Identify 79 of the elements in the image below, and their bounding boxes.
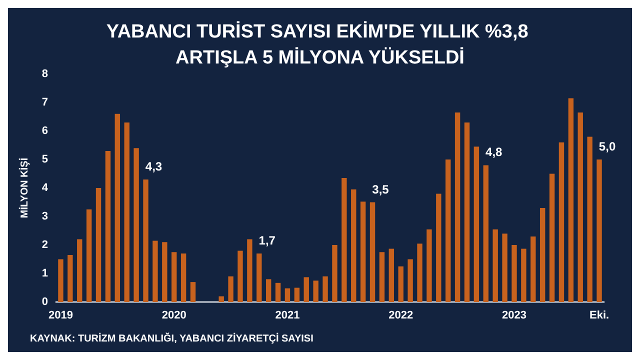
bar	[228, 276, 234, 302]
y-tick-label: 1	[42, 268, 48, 280]
bar	[568, 98, 574, 302]
bar	[342, 178, 347, 302]
bar	[105, 150, 111, 302]
bar	[408, 259, 413, 302]
bar	[417, 244, 422, 302]
x-tick-label: 2023	[502, 310, 526, 322]
bar	[124, 122, 130, 302]
y-tick-label: 2	[42, 239, 48, 251]
bar	[275, 282, 281, 302]
bar	[256, 254, 262, 302]
bar	[218, 296, 224, 302]
bar	[426, 229, 432, 302]
bar	[304, 277, 309, 302]
data-label: 5,0	[598, 140, 616, 154]
bar	[454, 112, 460, 302]
bar	[492, 229, 498, 302]
bar	[190, 282, 196, 302]
x-tick-label: 2022	[388, 310, 414, 322]
x-tick-label: 2021	[275, 310, 300, 322]
bar	[360, 202, 366, 302]
y-axis-title: MİLYON KİŞİ	[18, 158, 30, 218]
x-tick-label: 2020	[162, 310, 186, 322]
bar	[596, 160, 602, 302]
data-label: 4,3	[145, 159, 162, 174]
bar	[530, 236, 536, 302]
bar	[558, 142, 564, 302]
bar	[446, 160, 451, 302]
bar	[512, 245, 517, 302]
bar	[143, 179, 148, 302]
text: KAYNAK: TURİZM BAKANLIĞI, YABANCI ZİYARETÇİ SAYISI	[30, 332, 314, 344]
bar	[436, 194, 442, 302]
y-tick-label: 3	[42, 210, 48, 222]
bar	[398, 266, 404, 302]
y-tick-label: 4	[42, 182, 49, 194]
bar	[578, 112, 583, 302]
bar	[313, 280, 318, 302]
x-tick-label: 2019	[48, 310, 73, 322]
bar	[502, 234, 508, 302]
bar	[284, 288, 290, 302]
bar	[322, 276, 328, 302]
bar	[68, 254, 73, 302]
bar	[370, 202, 376, 302]
bar	[162, 242, 168, 302]
bar	[96, 188, 102, 302]
bar	[332, 245, 338, 302]
y-tick-label: 8	[42, 68, 48, 80]
y-tick-label: 6	[42, 125, 48, 137]
bar	[172, 252, 177, 302]
bar	[266, 279, 272, 302]
bar	[483, 165, 488, 302]
data-label: 1,7	[258, 234, 276, 248]
bar	[294, 288, 300, 302]
bar	[464, 122, 470, 302]
bar	[351, 189, 356, 302]
bar	[247, 239, 252, 302]
chart-title: YABANCI TURİST SAYISI EKİM'DE YILLIK %3,8 ARTIŞLA 5 MİLYONA YÜKSELDİ	[106, 20, 534, 68]
bar	[180, 254, 186, 302]
bar	[521, 248, 526, 302]
bar	[77, 239, 82, 302]
x-tick-label: Eki.	[589, 310, 610, 322]
bar	[238, 250, 243, 302]
bar	[134, 148, 139, 302]
bar	[86, 209, 92, 302]
bar	[474, 146, 480, 302]
y-tick-label: 5	[42, 154, 48, 166]
bar	[379, 252, 385, 302]
data-label: 3,5	[372, 182, 390, 196]
bar	[587, 136, 592, 302]
data-label: 4,8	[486, 145, 503, 160]
y-tick-label: 0	[42, 296, 48, 308]
bar	[549, 174, 555, 302]
bar	[114, 114, 120, 302]
bar	[540, 208, 546, 302]
y-tick-label: 7	[42, 96, 48, 108]
bar	[388, 248, 394, 302]
bar	[152, 240, 158, 302]
bar	[58, 259, 64, 302]
